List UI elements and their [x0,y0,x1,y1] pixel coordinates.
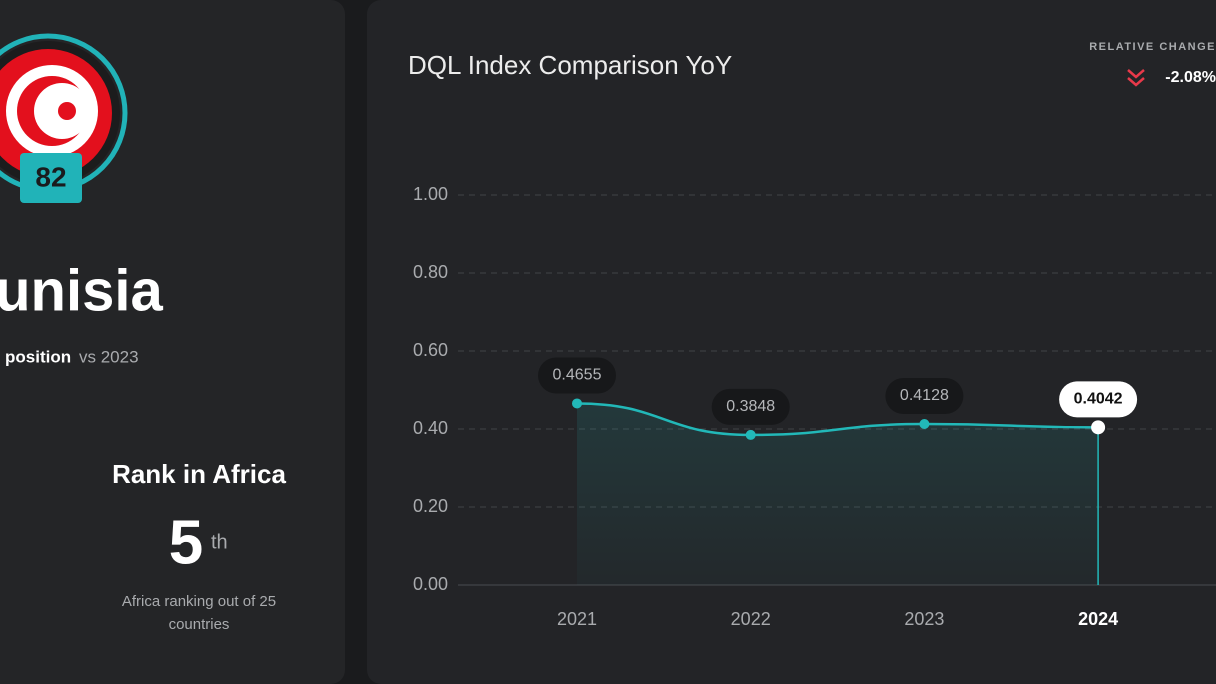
point [919,419,930,430]
area [577,403,1099,585]
value-label: 0.4655 [553,367,602,384]
value-label: 0.4042 [1074,391,1123,408]
y-tick-label: 0.00 [413,574,448,594]
rank-value: 5 [169,508,203,577]
position-label: position [5,347,71,366]
y-tick-label: 0.40 [413,418,448,438]
score: 82 [35,161,66,192]
y-tick-label: 0.20 [413,496,448,516]
chart-title: DQL Index Comparison YoY [408,50,732,80]
y-tick-label: 0.60 [413,340,448,360]
value-label: 0.3848 [726,398,775,415]
x-tick-label: 2024 [1078,609,1118,629]
value-bubble [885,378,964,415]
point [1091,420,1106,435]
value-bubble [1059,381,1138,418]
x-tick-label: 2021 [557,609,597,629]
x-tick-label: 2023 [904,609,944,629]
rank-note: Africa ranking out of 25 countries [121,593,277,633]
y-tick-label: 1.00 [413,184,448,204]
country-name: Tunisia [0,258,163,323]
value-label: 0.4128 [900,387,949,404]
position-compare: vs 2023 [79,347,139,366]
score-badge [20,153,82,203]
line [576,402,1099,437]
point [572,398,582,409]
flag-star [58,102,76,120]
down-icon [1127,69,1145,87]
relative-change-label: RELATIVE CHANGE [1089,41,1216,53]
y-tick-label: 0.80 [413,262,448,282]
value-bubble [538,357,616,394]
x-tick-label: 2022 [731,609,771,629]
point [745,429,756,440]
relative-change-value: -2.08% [1165,69,1216,86]
rank-title: Rank in Africa [112,459,286,489]
rank-suffix: th [211,531,228,553]
value-bubble [711,388,790,425]
